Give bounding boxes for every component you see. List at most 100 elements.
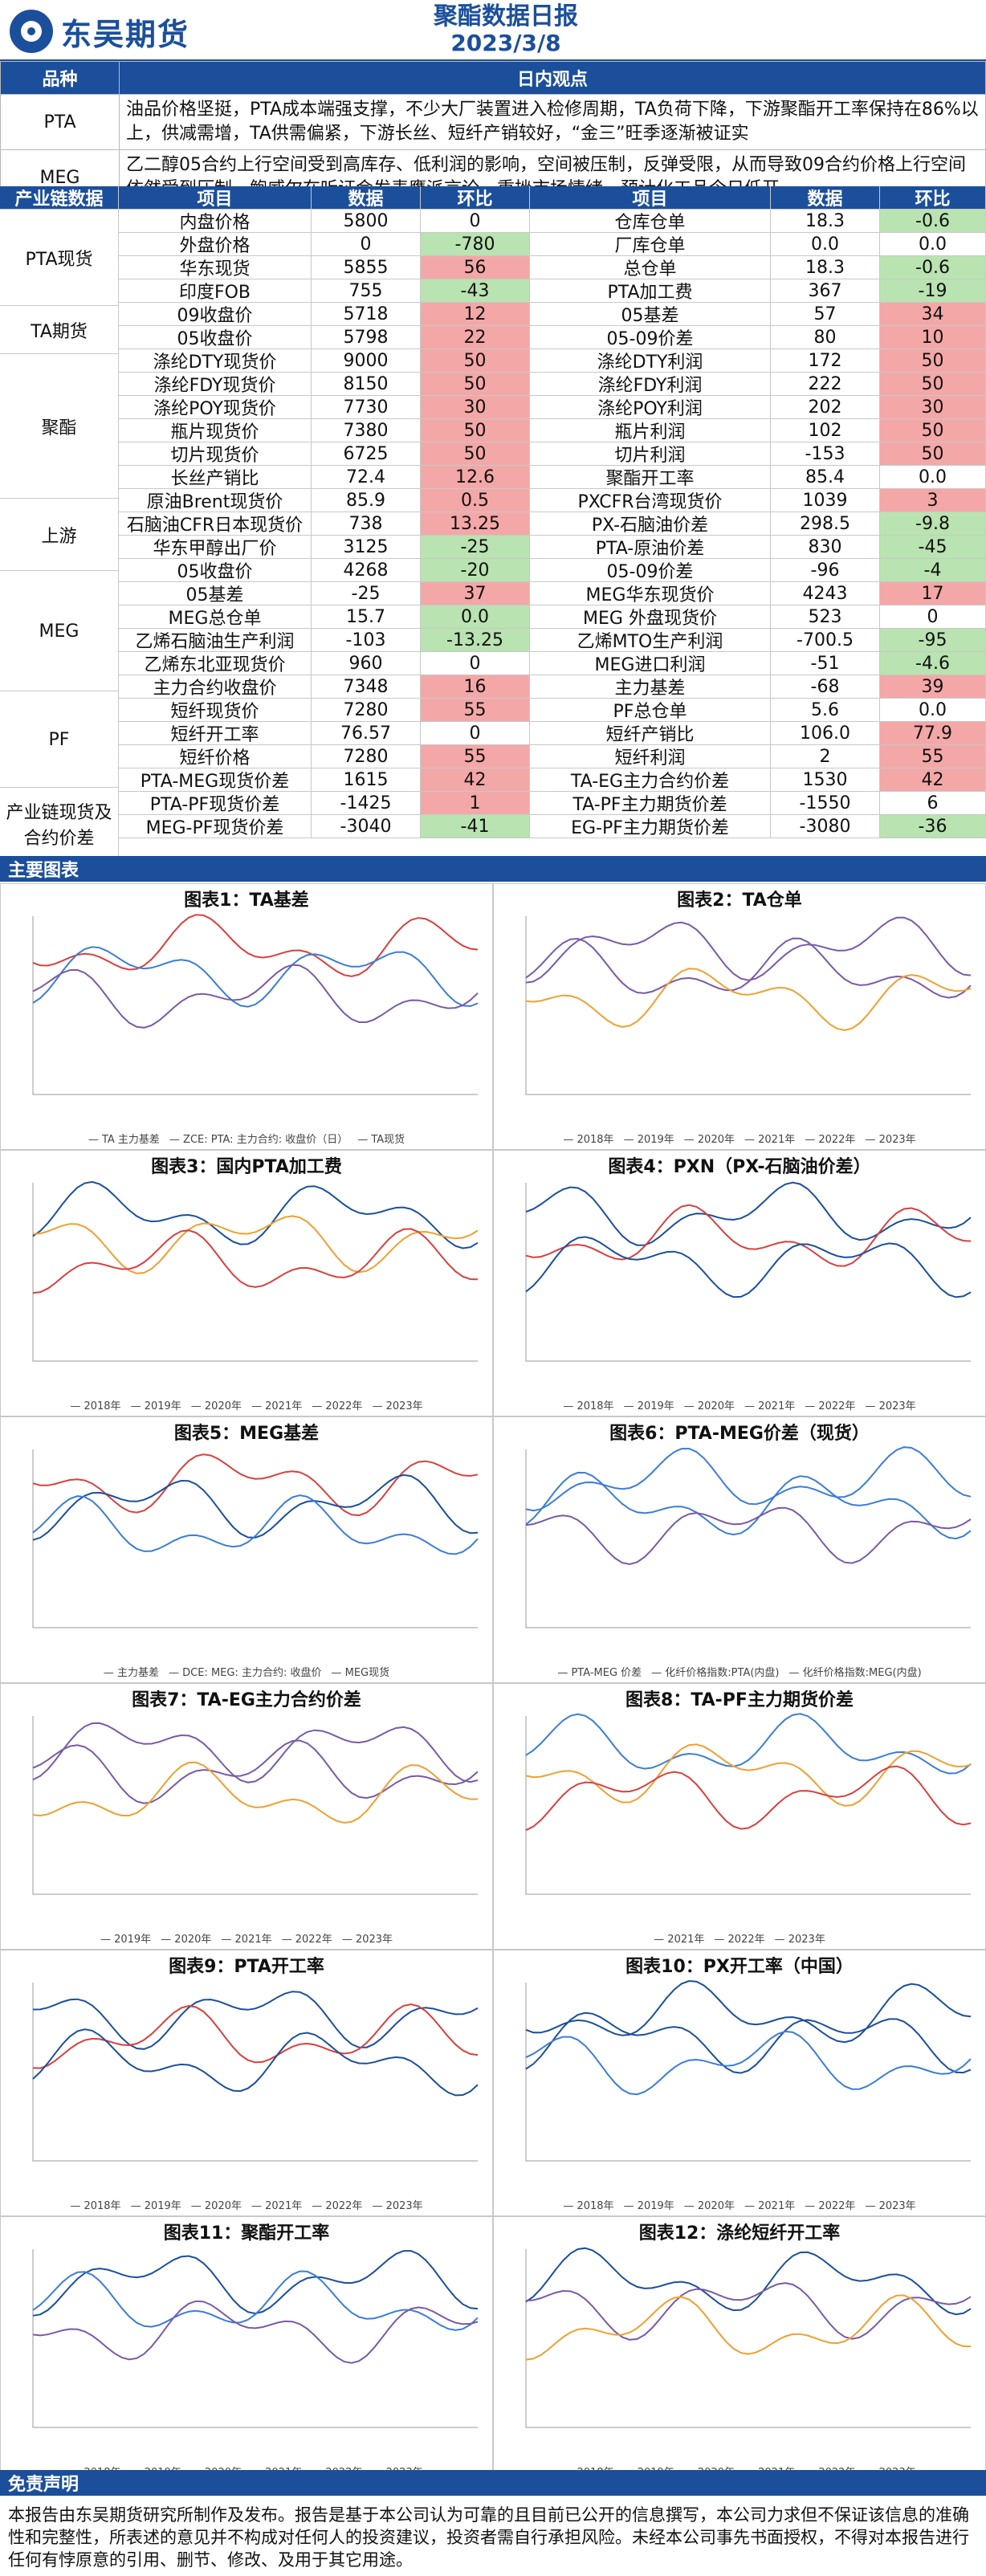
chart-series-line (32, 2300, 479, 2364)
industry-cell: 5718 (312, 303, 421, 325)
industry-cell: 55 (880, 745, 986, 768)
report-title: 聚酯数据日报 (434, 2, 578, 31)
industry-cell: 0 (421, 652, 530, 675)
legend-item: — TA 主力基差 (88, 1134, 160, 1146)
legend-item: — 2022年 (312, 2200, 363, 2212)
logo-text: 东吴期货 (61, 16, 190, 52)
industry-cell: 09收盘价 (119, 303, 312, 326)
industry-cell: 37 (421, 582, 530, 605)
chart-series-line (525, 2282, 972, 2341)
industry-cell: -0.6 (880, 210, 986, 232)
industry-cell: -95 (880, 629, 986, 651)
chart-series-line (32, 1215, 479, 1274)
industry-cell: 13.25 (421, 512, 530, 535)
disclaimer-text: 本报告由东吴期货研究所制作及发布。报告是基于本公司认为可靠的且目前已公开的信息撰… (8, 2505, 969, 2570)
legend-item: — 2022年 (281, 1934, 332, 1946)
industry-cell: 聚酯开工率 (530, 466, 771, 489)
industry-cell: 05基差 (119, 582, 312, 605)
chart-series-line (525, 2011, 972, 2074)
industry-cell: 0 (880, 605, 986, 628)
industry-cell: -25 (421, 536, 530, 558)
legend-item: — 2023年 (774, 1934, 825, 1946)
industry-cell: 39 (880, 675, 986, 698)
industry-row: 短纤开工率 76.57 0 短纤产销比 106.0 77.9 (0, 722, 986, 745)
industry-cell: -13.25 (421, 629, 530, 651)
legend-item: — 2021年 (744, 1134, 796, 1146)
industry-header-cell: 数据 (312, 186, 421, 210)
industry-cell: 0.5 (421, 489, 530, 512)
chart-panel: 图表12：涤纶短纤开工率— 2018年— 2019年— 2020年— 2021年… (493, 2216, 986, 2483)
legend-item: — 2022年 (805, 1134, 856, 1146)
industry-cell: -68 (771, 675, 880, 698)
industry-cell: 6 (880, 792, 986, 814)
industry-cell: 5798 (312, 326, 421, 348)
chart-plot (32, 914, 479, 1095)
industry-cell: 05基差 (530, 303, 771, 326)
industry-cell: 50 (880, 373, 986, 395)
industry-cell: -3080 (771, 815, 880, 838)
industry-cell: -20 (421, 559, 530, 581)
disclaimer-bar: 免责声明 (0, 2470, 986, 2496)
industry-cell: 85.4 (771, 466, 880, 488)
chart-plot (525, 1181, 972, 1362)
chart-series-line (32, 2028, 479, 2097)
industry-cell: 0 (421, 210, 530, 232)
industry-cell: 05-09价差 (530, 559, 771, 582)
legend-item: — 2019年 (130, 1400, 181, 1412)
industry-cell: 05收盘价 (119, 326, 312, 349)
overview-header: 品种 日内观点 (0, 61, 986, 95)
chart-series-line (525, 2294, 972, 2361)
industry-row: 乙烯东北亚现货价 960 0 MEG进口利润 -51 -4.6 (0, 652, 986, 675)
chart-panel: 图表4：PXN（PX-石脑油价差） — 2018年 — 2019年 — 2020年 — … (493, 1150, 986, 1416)
industry-cell: 0.0 (771, 233, 880, 255)
industry-cell: 57 (771, 303, 880, 325)
chart-series-line (32, 1180, 479, 1249)
industry-cell: 5800 (312, 210, 421, 232)
industry-cell: 50 (421, 349, 530, 372)
industry-cell: 30 (880, 396, 986, 418)
industry-cell: 05收盘价 (119, 559, 312, 582)
chart-axis (525, 1449, 971, 1628)
industry-cell: PX-石脑油价差 (530, 512, 771, 536)
legend-item: — 2020年 (683, 2200, 735, 2212)
industry-cell: -0.6 (880, 256, 986, 279)
chart-series-line (32, 1739, 479, 1804)
chart-plot (32, 1449, 479, 1628)
industry-cell: 内盘价格 (119, 210, 312, 233)
industry-cell: 4268 (312, 559, 421, 581)
chart-series-line (32, 1991, 479, 2050)
industry-cell: 12.6 (421, 466, 530, 488)
chart-series-line (525, 937, 972, 999)
legend-item: — 2023年 (341, 1934, 393, 1946)
industry-row: 涤纶FDY现货价 8150 50 涤纶FDY利润 222 50 (0, 373, 986, 396)
chart-series-line (32, 1228, 479, 1294)
legend-item: — 2019年 (623, 1400, 674, 1412)
chart-legend: — 2018年 — 2019年 — 2020年 — 2021年 — 2022年 — 202… (494, 1397, 985, 1412)
chart-series-line (525, 1979, 972, 2044)
legend-item: — 2021年 (221, 1934, 272, 1946)
chart-legend: — TA 主力基差 — ZCE: PTA: 主力合约: 收盘价（日） — TA现货 (1, 1131, 492, 1146)
industry-cell: 石脑油CFR日本现货价 (119, 512, 312, 536)
industry-cell: PXCFR台湾现货价 (530, 489, 771, 512)
industry-cell: 172 (771, 349, 880, 372)
chart-axis (32, 1449, 478, 1628)
chart-panel: 图表5：MEG基差 — 主力基差 — DCE: MEG: 主力合约: 收盘价 — ME… (0, 1416, 493, 1683)
industry-cell: 7380 (312, 419, 421, 442)
industry-cell: PTA-MEG现货价差 (119, 768, 312, 792)
legend-item: — 2020年 (683, 1134, 735, 1146)
industry-cell: 42 (421, 768, 530, 791)
chart-legend: — 2018年 — 2019年 — 2020年 — 2021年 — 2022年 — 202… (494, 1131, 985, 1146)
industry-cell: 05-09价差 (530, 326, 771, 349)
legend-item: — 2018年 (563, 1134, 614, 1146)
industry-cell: 17 (880, 582, 986, 605)
chart-legend: — 2018年 — 2019年 — 2020年 — 2021年 — 2022年 — 202… (1, 2197, 492, 2212)
industry-cell: 原油Brent现货价 (119, 489, 312, 512)
industry-cell: MEG进口利润 (530, 652, 771, 675)
chart-title: 图表7：TA-EG主力合约价差 (132, 1690, 361, 1710)
industry-cell: -3040 (312, 815, 421, 838)
industry-cell: 830 (771, 536, 880, 558)
chart-title: 图表6：PTA-MEG价差（现货） (609, 1424, 870, 1444)
industry-row: 乙烯石脑油生产利润 -103 -13.25 乙烯MTO生产利润 -700.5 -95 (0, 629, 986, 652)
chart-panel: 图表6：PTA-MEG价差（现货） — PTA-MEG 价差 — 化纤价格指数:PT… (493, 1416, 986, 1683)
chart-axis (32, 1183, 478, 1362)
